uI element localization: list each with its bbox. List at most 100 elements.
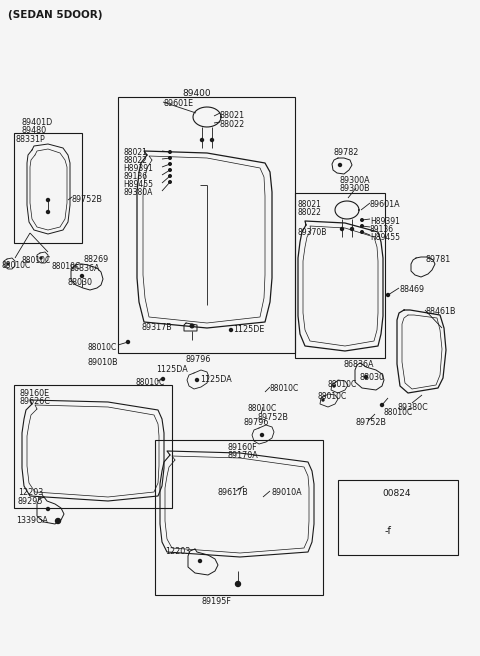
Text: 89160F: 89160F <box>227 443 257 452</box>
Circle shape <box>229 329 232 331</box>
Circle shape <box>360 231 363 234</box>
Text: 89601A: 89601A <box>370 200 401 209</box>
Circle shape <box>195 379 199 382</box>
Text: 89300A: 89300A <box>340 176 371 185</box>
Circle shape <box>211 138 214 142</box>
Text: 88021: 88021 <box>123 148 147 157</box>
Text: H89391: H89391 <box>123 164 153 173</box>
Text: 89782: 89782 <box>334 148 360 157</box>
Text: 89601E: 89601E <box>163 99 193 108</box>
Circle shape <box>338 163 341 167</box>
Text: 89480: 89480 <box>22 126 47 135</box>
Circle shape <box>190 324 194 328</box>
Text: 89752B: 89752B <box>72 195 103 204</box>
Text: H89391: H89391 <box>370 217 400 226</box>
Bar <box>295 193 385 358</box>
Text: 89370B: 89370B <box>298 228 327 237</box>
Bar <box>14 133 82 243</box>
Circle shape <box>56 518 60 523</box>
Text: 88010C: 88010C <box>270 384 299 393</box>
Text: H89455: H89455 <box>370 233 400 242</box>
Text: 1125DA: 1125DA <box>156 365 188 374</box>
Text: 89781: 89781 <box>425 255 450 264</box>
Text: 89160E: 89160E <box>20 389 50 398</box>
Text: 88331P: 88331P <box>16 135 46 144</box>
Text: 89752B: 89752B <box>355 418 386 427</box>
Circle shape <box>333 385 335 387</box>
Text: 88010C: 88010C <box>318 392 347 401</box>
Text: 89401D: 89401D <box>22 118 53 127</box>
Circle shape <box>47 508 49 510</box>
Text: 88010C: 88010C <box>136 378 165 387</box>
Text: 89010B: 89010B <box>88 358 119 367</box>
Bar <box>338 480 458 555</box>
Text: 89195F: 89195F <box>201 597 231 606</box>
Circle shape <box>7 263 9 265</box>
Text: 88269: 88269 <box>84 255 109 264</box>
Circle shape <box>40 257 42 259</box>
Text: 88010C: 88010C <box>22 256 51 265</box>
Text: 88469: 88469 <box>400 285 425 294</box>
Text: 88010C: 88010C <box>247 404 276 413</box>
Text: 89170A: 89170A <box>227 451 258 460</box>
Circle shape <box>322 399 324 401</box>
Text: 88022: 88022 <box>298 208 322 217</box>
Circle shape <box>168 157 171 159</box>
Text: H89455: H89455 <box>123 180 153 189</box>
Text: 89400: 89400 <box>182 89 211 98</box>
Text: 86836A: 86836A <box>344 360 374 369</box>
Text: 89380A: 89380A <box>123 188 152 197</box>
Text: 89380C: 89380C <box>398 403 429 412</box>
Text: 1125DE: 1125DE <box>233 325 264 334</box>
Text: 89300B: 89300B <box>340 184 371 193</box>
Text: 12203: 12203 <box>165 547 190 556</box>
Text: -f: -f <box>385 526 392 536</box>
Circle shape <box>364 375 368 379</box>
Circle shape <box>236 581 240 586</box>
Text: 89796: 89796 <box>243 418 268 427</box>
Text: 12203: 12203 <box>18 488 43 497</box>
Circle shape <box>161 377 165 380</box>
Circle shape <box>168 151 171 154</box>
Circle shape <box>360 218 363 221</box>
Text: 88010C: 88010C <box>383 408 412 417</box>
Bar <box>155 440 323 595</box>
Text: 88010C: 88010C <box>52 262 81 271</box>
Text: 1125DA: 1125DA <box>200 375 232 384</box>
Text: 88461B: 88461B <box>425 307 456 316</box>
Text: 86836A: 86836A <box>70 264 100 273</box>
Text: 89317B: 89317B <box>142 323 173 332</box>
Circle shape <box>47 199 49 201</box>
Text: 1339GA: 1339GA <box>16 516 48 525</box>
Circle shape <box>168 180 171 183</box>
Text: 89010A: 89010A <box>272 488 302 497</box>
Bar <box>14 385 172 508</box>
Text: 88022: 88022 <box>220 120 245 129</box>
Text: 88010C: 88010C <box>328 380 357 389</box>
Text: 89136: 89136 <box>370 225 394 234</box>
Text: 88022: 88022 <box>123 156 147 165</box>
Circle shape <box>386 293 389 297</box>
Circle shape <box>261 434 264 436</box>
Circle shape <box>381 403 384 407</box>
Text: 89136: 89136 <box>123 172 147 181</box>
Text: 88030: 88030 <box>68 278 93 287</box>
Text: 88021: 88021 <box>220 111 245 120</box>
Circle shape <box>199 560 202 562</box>
Text: 88021: 88021 <box>298 200 322 209</box>
Text: 89626C: 89626C <box>20 397 51 406</box>
Text: 00824: 00824 <box>382 489 410 498</box>
Circle shape <box>350 228 353 230</box>
Text: 88010C: 88010C <box>88 343 117 352</box>
Circle shape <box>168 174 171 177</box>
Circle shape <box>47 211 49 213</box>
Circle shape <box>127 340 130 344</box>
Text: 89617B: 89617B <box>218 488 249 497</box>
Text: 89796: 89796 <box>185 355 210 364</box>
Text: (SEDAN 5DOOR): (SEDAN 5DOOR) <box>8 10 103 20</box>
Circle shape <box>168 169 171 171</box>
Bar <box>118 97 295 353</box>
Circle shape <box>168 163 171 165</box>
Text: 88030: 88030 <box>360 373 385 382</box>
Circle shape <box>360 225 363 227</box>
